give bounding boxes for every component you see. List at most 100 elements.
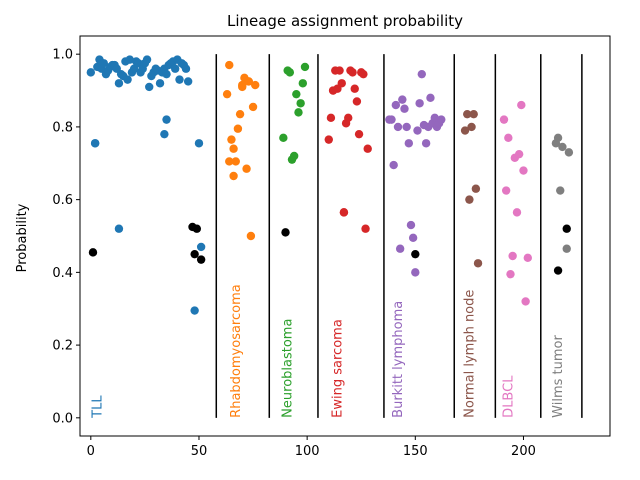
data-point-burkitt-lymphoma <box>426 93 435 103</box>
data-point-ewing-sarcoma <box>339 208 349 217</box>
x-tick-label: 0 <box>87 444 95 459</box>
data-point-tll <box>190 306 199 315</box>
data-point-ewing-sarcoma <box>363 144 372 153</box>
data-point-tll <box>183 77 193 86</box>
data-point-neuroblastoma <box>294 108 303 117</box>
group-label: TLL <box>90 395 105 419</box>
data-point-dlbcl <box>519 166 528 175</box>
data-point-neuroblastoma <box>300 62 310 72</box>
data-point-neuroblastoma <box>292 89 301 99</box>
data-point-neuroblastoma <box>279 133 288 143</box>
data-point-rhabdomyosarcoma <box>242 164 251 173</box>
data-point-ewing-sarcoma <box>324 135 333 144</box>
plot-area: TLL Rhabdomyosarcoma Neuroblastoma Ewing sa… <box>52 35 611 459</box>
data-point-ewing-sarcoma <box>352 97 362 106</box>
data-point-normal-lymph-node <box>471 184 481 193</box>
data-point-tll <box>125 55 134 64</box>
data-point-normal-lymph-node <box>469 109 478 119</box>
data-point-dlbcl <box>504 133 513 143</box>
data-point-normal-lymph-node <box>463 109 472 119</box>
y-tick-label: 0.6 <box>52 193 73 208</box>
data-point-rhabdomyosarcoma <box>229 171 238 181</box>
y-tick-label: 1.0 <box>52 48 73 63</box>
data-point-ewing-sarcoma <box>359 69 368 79</box>
data-point-black <box>190 249 199 259</box>
data-point-ewing-sarcoma <box>350 84 359 93</box>
data-point-rhabdomyosarcoma <box>229 144 238 153</box>
group-label: Neuroblastoma <box>281 319 296 418</box>
plot-frame <box>79 35 611 437</box>
data-point-dlbcl <box>501 186 511 195</box>
data-point-dlbcl <box>514 149 524 159</box>
data-point-ewing-sarcoma <box>344 113 353 123</box>
data-point-tll <box>196 242 206 252</box>
data-point-normal-lymph-node <box>467 122 476 132</box>
data-point-rhabdomyosarcoma <box>251 80 260 90</box>
data-point-black <box>192 224 202 233</box>
data-point-black <box>411 249 420 259</box>
group-label: Ewing sarcoma <box>330 319 345 418</box>
data-point-ewing-sarcoma <box>328 86 338 95</box>
data-point-burkitt-lymphoma <box>406 220 416 230</box>
data-point-tll <box>162 115 171 124</box>
data-point-ewing-sarcoma <box>335 66 344 75</box>
y-tick-label: 0.8 <box>52 120 73 135</box>
group-label: Wilms tumor <box>551 335 566 418</box>
data-point-dlbcl <box>512 208 522 217</box>
data-point-burkitt-lymphoma <box>393 122 403 132</box>
data-point-neuroblastoma <box>285 68 295 77</box>
data-point-normal-lymph-node <box>473 259 483 268</box>
data-point-burkitt-lymphoma <box>437 115 446 124</box>
data-point-dlbcl <box>521 297 530 306</box>
data-point-neuroblastoma <box>298 79 308 88</box>
data-point-wilms-tumor <box>564 148 574 157</box>
data-point-tll <box>160 129 169 139</box>
data-point-ewing-sarcoma <box>326 113 336 123</box>
data-point-tll <box>170 64 180 73</box>
data-point-ewing-sarcoma <box>361 224 370 233</box>
data-point-normal-lymph-node <box>460 126 470 135</box>
data-point-tll <box>175 75 184 84</box>
data-point-tll <box>145 82 154 92</box>
data-point-black <box>196 255 206 264</box>
data-point-rhabdomyosarcoma <box>231 157 240 166</box>
y-tick-label: 0.4 <box>52 266 73 281</box>
data-point-dlbcl <box>523 253 532 263</box>
group-label: Normal lymph node <box>462 290 477 418</box>
group-label: Burkitt lymphoma <box>391 301 406 418</box>
x-tick-label: 50 <box>191 444 208 459</box>
data-point-rhabdomyosarcoma <box>235 109 245 119</box>
data-point-burkitt-lymphoma <box>391 100 401 110</box>
data-point-burkitt-lymphoma <box>387 115 396 124</box>
data-point-ewing-sarcoma <box>354 129 364 139</box>
data-point-black <box>281 228 290 237</box>
data-point-burkitt-lymphoma <box>417 69 426 79</box>
data-point-rhabdomyosarcoma <box>225 157 234 166</box>
data-point-tll <box>162 69 171 79</box>
data-point-tll <box>86 68 96 77</box>
data-point-dlbcl <box>499 115 509 124</box>
x-tick-label: 200 <box>511 444 536 459</box>
data-point-dlbcl <box>517 100 526 110</box>
data-point-rhabdomyosarcoma <box>238 80 247 90</box>
data-point-tll <box>123 75 132 84</box>
data-point-ewing-sarcoma <box>337 79 346 88</box>
data-point-tll <box>181 64 191 73</box>
group-label: Rhabdomyosarcoma <box>229 284 244 418</box>
data-point-rhabdomyosarcoma <box>222 89 232 99</box>
data-point-wilms-tumor <box>553 133 563 143</box>
data-point-dlbcl <box>508 251 517 261</box>
x-tick-label: 150 <box>403 444 428 459</box>
data-point-wilms-tumor <box>558 142 567 152</box>
data-point-wilms-tumor <box>556 186 565 195</box>
data-point-dlbcl <box>506 269 515 279</box>
data-point-black <box>553 266 563 275</box>
data-point-tll <box>155 79 165 88</box>
data-point-burkitt-lymphoma <box>404 139 414 148</box>
data-point-burkitt-lymphoma <box>413 126 422 135</box>
data-point-tll <box>114 224 124 233</box>
data-point-burkitt-lymphoma <box>415 99 424 108</box>
data-point-normal-lymph-node <box>465 195 474 204</box>
data-point-black <box>562 224 571 233</box>
